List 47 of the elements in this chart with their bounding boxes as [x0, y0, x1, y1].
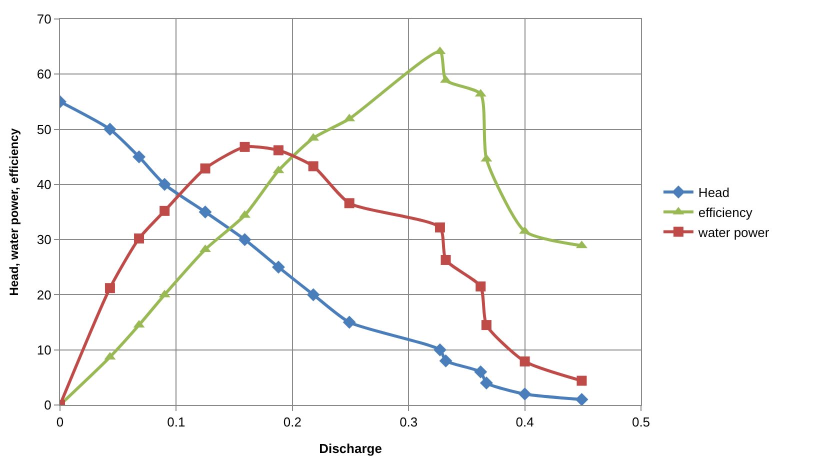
point: [480, 376, 493, 390]
point: [132, 150, 146, 164]
point: [306, 288, 320, 302]
point: [434, 222, 445, 232]
y-tick-label: 60: [36, 66, 52, 82]
point: [240, 142, 250, 152]
point: [158, 178, 172, 191]
x-axis-title: Discharge: [319, 441, 382, 456]
point: [200, 163, 210, 174]
y-tick-label: 30: [36, 232, 52, 248]
point: [520, 356, 530, 366]
x-tick-label: 0.4: [516, 414, 534, 430]
point: [198, 206, 212, 218]
point: [440, 254, 451, 265]
point: [481, 320, 492, 330]
x-tick-label: 0.5: [632, 414, 650, 430]
point: [518, 387, 532, 400]
point: [308, 161, 318, 172]
point: [439, 354, 452, 368]
point: [575, 392, 588, 405]
point: [433, 343, 446, 356]
x-tick-label: 0.3: [400, 414, 418, 430]
legend-label: efficiency: [698, 204, 753, 220]
point: [104, 283, 115, 294]
point: [103, 122, 116, 136]
y-axis-title: Head, water power, efficiency: [7, 128, 22, 296]
y-tick-label: 0: [44, 398, 52, 413]
point: [160, 206, 170, 216]
y-tick-label: 70: [36, 12, 52, 27]
point: [576, 376, 587, 386]
y-tick-label: 20: [36, 287, 52, 302]
point: [134, 233, 144, 244]
legend-label: Head: [698, 185, 730, 200]
point: [238, 233, 252, 246]
x-tick-label: 0.1: [167, 414, 186, 430]
point: [342, 316, 356, 329]
point: [273, 145, 284, 156]
y-tick-label: 40: [36, 176, 52, 192]
legend-label: water power: [697, 224, 770, 240]
y-tick-label: 50: [36, 122, 52, 137]
y-tick-label: 10: [36, 342, 52, 358]
point: [476, 281, 486, 292]
point: [474, 365, 488, 378]
x-tick-label: 0.2: [283, 414, 302, 430]
x-tick-label: 0: [56, 414, 64, 430]
point: [344, 198, 354, 208]
point: [272, 260, 285, 274]
